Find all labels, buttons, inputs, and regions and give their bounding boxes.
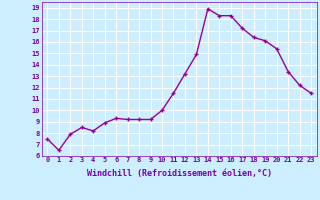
- X-axis label: Windchill (Refroidissement éolien,°C): Windchill (Refroidissement éolien,°C): [87, 169, 272, 178]
